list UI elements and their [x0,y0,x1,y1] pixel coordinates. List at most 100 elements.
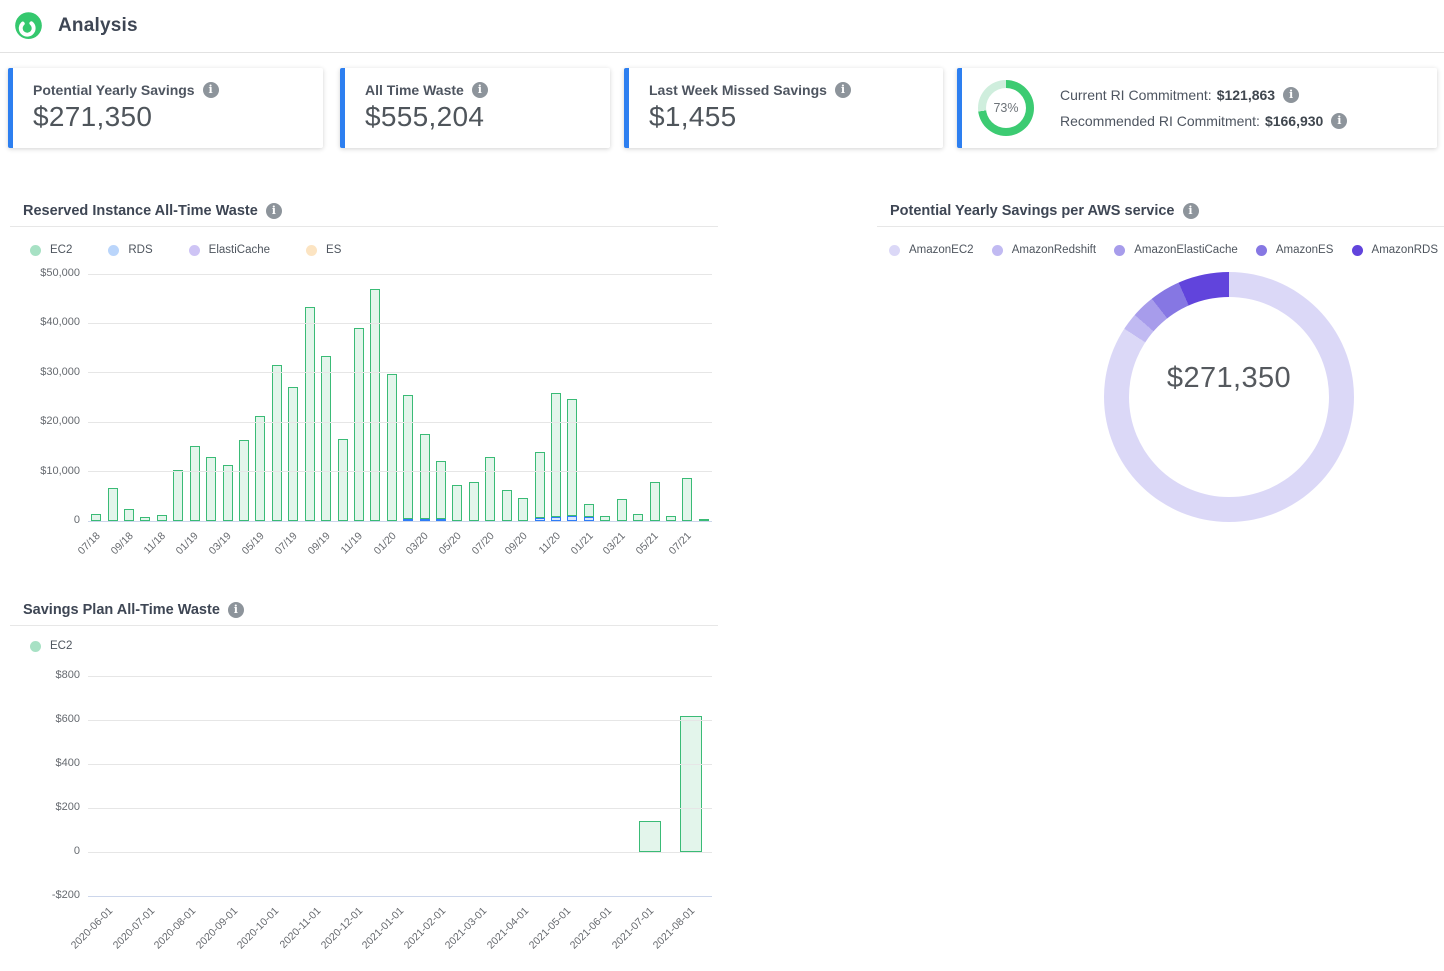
bar-EC2-03/19 [222,465,233,521]
x-axis-tick-label: 07/18 [75,530,103,558]
bar-slot-09/20 [515,274,531,521]
bar-slot-02/19 [203,274,219,521]
x-axis-tick-label: 03/19 [206,530,235,558]
legend-dot-icon [889,244,900,256]
bar-EC2-01/20 [386,374,397,521]
gridline [88,807,712,809]
bar-EC2-07/19 [288,386,299,521]
bar-slot-08/18 [104,274,120,521]
bar-slot-12/18 [170,274,186,521]
bar-slot-07/19 [285,274,301,521]
gridline [88,273,712,275]
y-axis-tick-label: 0 [73,514,80,526]
legend-item-EC2[interactable]: EC2 [30,244,72,256]
info-icon[interactable]: i [227,602,244,618]
donut-legend: AmazonEC2 AmazonRedshift AmazonElastiCache… [889,240,1444,260]
bar-slot-2021-05-01 [546,676,588,896]
x-axis-tick-label: 2020-09-01 [193,905,241,952]
bar-slot-2021-07-01 [629,676,671,896]
info-icon[interactable]: i [202,82,219,98]
info-icon[interactable]: i [1331,113,1348,129]
chart-legend: EC2 [30,636,718,656]
legend-item-AmazonElastiCache[interactable]: AmazonElastiCache [1114,244,1238,256]
bar-slot-10/19 [334,274,350,521]
x-axis-tick-label: 2020-12-01 [318,905,365,952]
gridline [88,719,712,721]
bar-EC2-09/20 [518,497,529,521]
bar-slot-2021-01-01 [379,676,421,896]
info-icon[interactable]: i [471,82,488,98]
bar-slot-01/21 [581,274,597,521]
bar-RDS-12/20 [567,515,578,521]
x-axis-tick-label: 2020-08-01 [152,905,199,952]
bar-slot-07/20 [482,274,498,521]
bar-EC2-06/19 [271,364,282,521]
x-axis-tick-label: 11/19 [338,530,366,557]
bar-EC2-04/20 [436,461,447,519]
x-axis-tick-label: 07/20 [469,530,497,558]
bar-slot-06/20 [466,274,482,521]
gridline [88,851,712,853]
info-icon[interactable]: i [1182,203,1199,219]
card-value: $1,455 [649,101,737,132]
legend-item-EC2[interactable]: EC2 [30,640,72,652]
legend-label: ES [326,244,342,256]
bar-slot-04/20 [433,274,449,521]
bar-slot-2021-02-01 [421,676,463,896]
bar-EC2-04/19 [239,439,249,521]
legend-dot-icon [1255,244,1267,256]
chart-legend: EC2 RDS ElastiCache ES [30,240,718,260]
x-axis-labels: 07/18 09/18 11/18 01/19 03/19 05/19 07/19 09/19… [76,521,712,581]
bar-EC2-10/18 [140,516,151,521]
y-axis-tick-label: $600 [55,713,80,725]
bar-slot-01/19 [187,274,203,521]
card-value: $555,204 [365,101,485,132]
legend-item-AmazonRedshift[interactable]: AmazonRedshift [991,244,1096,256]
bar-slot-08/20 [499,274,515,521]
legend-label: RDS [128,244,153,256]
bar-slot-05/20 [449,274,465,521]
x-axis-tick-label: 2021-05-01 [526,905,573,952]
legend-item-ElastiCache[interactable]: ElastiCache [188,244,270,256]
bar-EC2-07/20 [485,456,496,521]
bar-EC2-01/21 [583,503,594,517]
x-axis-tick-label: 01/20 [371,530,399,558]
bar-slot-2021-06-01 [587,676,629,896]
info-icon[interactable]: i [834,82,851,98]
info-icon[interactable]: i [1283,87,1300,103]
card-label: Last Week Missed Savings [649,82,827,98]
chart-title: Savings Plan All-Time Waste [23,602,220,618]
legend-item-RDS[interactable]: RDS [108,244,153,256]
y-axis-tick-label: $800 [55,669,80,681]
card-all-time-waste: All Time Waste i $555,204 [340,68,610,148]
info-icon[interactable]: i [265,203,282,219]
bar-RDS-10/20 [534,517,545,521]
x-axis-tick-label: 03/21 [601,530,629,558]
x-axis-line [88,520,712,522]
x-axis-tick-label: 2021-04-01 [484,905,532,952]
x-axis-tick-label: 03/20 [404,530,432,558]
bar-slot-2021-08-01 [670,676,712,896]
bar-slot-03/19 [219,274,235,521]
x-axis-tick-label: 2021-01-01 [360,905,407,952]
legend-item-ES[interactable]: ES [306,244,341,256]
bar-slot-02/20 [400,274,416,521]
bar-slot-05/21 [646,274,662,521]
x-axis-tick-label: 09/20 [502,530,530,558]
bar-slot-2020-06-01 [88,676,130,896]
spot-logo-icon[interactable] [13,11,44,42]
legend-item-AmazonES[interactable]: AmazonES [1255,244,1333,256]
bar-EC2-03/21 [616,498,627,521]
x-axis-tick-label: 11/18 [141,530,169,557]
legend-item-AmazonEC2[interactable]: AmazonEC2 [889,244,974,256]
legend-dot-icon [30,640,41,652]
bar-EC2-06/20 [468,482,479,521]
card-ri-commitment: 73% Current RI Commitment: $121,863 i Re… [957,68,1437,148]
bar-slot-06/19 [269,274,285,521]
card-value: $271,350 [33,101,153,132]
bar-EC2-01/19 [189,445,200,521]
x-axis-tick-label: 09/19 [305,530,333,558]
legend-item-AmazonRDS[interactable]: AmazonRDS [1351,244,1438,256]
gridline [88,322,712,324]
ri-coverage-gauge: 73% [978,80,1034,136]
